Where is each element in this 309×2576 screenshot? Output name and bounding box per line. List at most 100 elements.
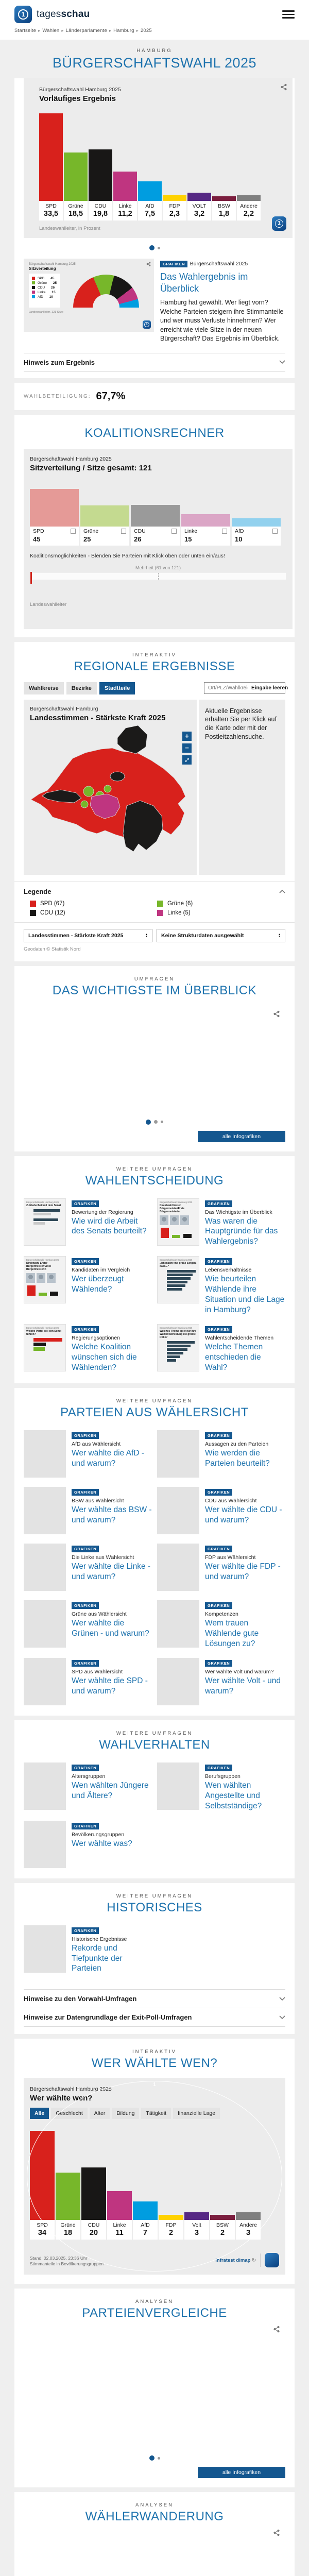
bar-fdp[interactable]: [163, 195, 186, 201]
alle-infografiken-button[interactable]: alle Infografiken: [198, 2467, 285, 2479]
teaser-regierungsoptionen[interactable]: Bürgerschaftswahl Hamburg 2025 Welche Pa…: [24, 1321, 152, 1376]
tab-bezirke[interactable]: Bezirke: [66, 682, 97, 694]
party-checkbox[interactable]: [171, 528, 177, 534]
share-icon[interactable]: [146, 262, 151, 266]
teaser-headline[interactable]: Das Wahlergebnis im Überblick: [160, 272, 248, 294]
bar-afd[interactable]: [138, 181, 162, 201]
teaser-headline[interactable]: Wer wählte die SPD - und warum?: [72, 1676, 148, 1696]
teaser-headline[interactable]: Wer wählte die Grünen - und warum?: [72, 1618, 149, 1638]
legend-item: Linke (5): [157, 909, 279, 916]
teaser-afd[interactable]: GRAFIKEN AfD aus Wählersicht Wer wählte di…: [24, 1427, 152, 1481]
breadcrumb-item[interactable]: Länderparlamente: [65, 28, 107, 33]
teaser-aussagen[interactable]: GRAFIKEN Aussagen zu den Parteien Wie werd…: [157, 1427, 285, 1481]
teaser-headline[interactable]: Wen wählten Jüngere und Ältere?: [72, 1781, 149, 1801]
bar-spd[interactable]: [39, 113, 63, 201]
fullscreen-button[interactable]: ⤢: [182, 755, 192, 765]
teaser-altersgruppen[interactable]: GRAFIKEN Altersgruppen Wen wählten Jüngere…: [24, 1759, 152, 1814]
teaser-headline[interactable]: Wer wählte was?: [72, 1839, 132, 1848]
section-title: REGIONALE ERGEBNISSE: [74, 659, 235, 673]
teaser-linke[interactable]: GRAFIKEN Die Linke aus Wählersicht Wer wäh…: [24, 1540, 152, 1594]
share-icon[interactable]: [273, 1010, 280, 1018]
bar-cdu[interactable]: [131, 504, 180, 527]
teaser-kicker: AfD aus Wählersicht: [72, 1440, 121, 1447]
structure-select[interactable]: Keine Strukturdaten ausgewählt ▲ ▼: [157, 928, 285, 942]
teaser-lebensverhaeltnisse[interactable]: Bürgerschaftswahl Hamburg 2025 „Ich mach…: [157, 1253, 285, 1318]
breadcrumb-item[interactable]: 2025: [140, 28, 152, 33]
teaser-headline[interactable]: Welche Koalition wünschen sich die Wähle…: [72, 1343, 137, 1372]
teaser-volt[interactable]: GRAFIKEN Wer wählte Volt und warum? Wer wä…: [157, 1655, 285, 1708]
grafiken-badge: GRAFIKEN: [205, 1660, 233, 1667]
carousel-dots[interactable]: [14, 1112, 295, 1130]
bar-volt[interactable]: [187, 193, 211, 201]
teaser-spd[interactable]: GRAFIKEN SPD aus Wählersicht Wer wählte di…: [24, 1655, 152, 1708]
share-icon[interactable]: [280, 83, 287, 91]
teaser-headline[interactable]: Wer wählte die CDU - und warum?: [205, 1505, 282, 1524]
brand[interactable]: 1 tagesschau: [14, 6, 90, 23]
party-checkbox[interactable]: [272, 528, 278, 534]
teaser-senat[interactable]: Bürgerschaftswahl Hamburg 2025 Zufrieden…: [24, 1195, 152, 1250]
teaser-headline[interactable]: Wer wählte die AfD - und warum?: [72, 1448, 144, 1468]
teaser-headline[interactable]: Wie werden die Parteien beurteilt?: [205, 1448, 270, 1468]
alle-infografiken-button[interactable]: alle Infografiken: [198, 1130, 285, 1142]
teaser-headline[interactable]: Wer wählte die Linke - und warum?: [72, 1562, 151, 1581]
bar-cdu[interactable]: [89, 149, 112, 201]
teaser-kompetenzen[interactable]: GRAFIKEN Kompetenzen Wem trauen Wählende g…: [157, 1597, 285, 1652]
party-checkbox[interactable]: [222, 528, 227, 534]
bar-spd[interactable]: [30, 488, 79, 527]
bar-gruene[interactable]: [80, 505, 129, 527]
section-result: Bürgerschaftswahl Hamburg 2025 Vorläufig…: [14, 78, 295, 378]
tab-wahlkreise[interactable]: Wahlkreise: [24, 682, 64, 694]
teaser-kandidaten[interactable]: Bürgerschaftswahl Hamburg 2025 Direktwah…: [24, 1253, 152, 1318]
accordion-exit-poll[interactable]: Hinweise zur Datengrundlage der Exit-Pol…: [24, 2008, 285, 2027]
party-checkbox[interactable]: [71, 528, 76, 534]
bar-afd[interactable]: [232, 518, 281, 527]
hamburg-choropleth-map[interactable]: [24, 724, 197, 862]
carousel-dots[interactable]: [14, 2448, 295, 2466]
teaser-historische-ergebnisse[interactable]: GRAFIKEN Historische Ergebnisse Rekorde un…: [24, 1922, 152, 1977]
teaser-headline[interactable]: Wem trauen Wählende gute Lösungen zu?: [205, 1618, 259, 1648]
bar-linke[interactable]: [181, 514, 230, 527]
menu-icon[interactable]: [282, 8, 295, 21]
teaser-headline[interactable]: Wie wird die Arbeit des Senats beurteilt…: [72, 1216, 147, 1236]
teaser-headline[interactable]: Wer überzeugt Wählende?: [72, 1275, 124, 1294]
legend-header[interactable]: Legende: [14, 880, 295, 897]
teaser-berufsgruppen[interactable]: GRAFIKEN Berufsgruppen Wen wählten Angeste…: [157, 1759, 285, 1814]
teaser-headline[interactable]: Was waren die Hauptgründe für das Wahler…: [205, 1216, 278, 1246]
teaser-themen[interactable]: Bürgerschaftswahl Hamburg 2025 Welches T…: [157, 1321, 285, 1376]
zoom-in-button[interactable]: +: [182, 731, 192, 741]
teaser-headline[interactable]: Wie beurteilen Wählende ihre Situation u…: [205, 1275, 285, 1314]
teaser-hauptgruende[interactable]: Bürgerschaftswahl Hamburg 2025 Direktwah…: [157, 1195, 285, 1250]
accordion-hinweis-ergebnis[interactable]: Hinweis zum Ergebnis: [24, 352, 285, 372]
carousel-dots[interactable]: [14, 238, 295, 256]
accordion-vorwahl-umfragen[interactable]: Hinweise zu den Vorwahl-Umfragen: [24, 1989, 285, 2008]
breadcrumb-item[interactable]: Hamburg: [113, 28, 134, 33]
clear-input-button[interactable]: Eingabe leeren: [251, 685, 288, 691]
breadcrumb-item[interactable]: Startseite: [14, 28, 37, 33]
breadcrumb-item[interactable]: Wahlen: [42, 28, 60, 33]
teaser-gruene[interactable]: GRAFIKEN Grüne aus Wählersicht Wer wählte …: [24, 1597, 152, 1652]
teaser-headline[interactable]: Rekorde und Tiefpunkte der Parteien: [72, 1943, 123, 1973]
bar-bsw[interactable]: [212, 196, 236, 201]
bar-linke[interactable]: [113, 172, 137, 201]
teaser-cdu[interactable]: GRAFIKEN CDU aus Wählersicht Wer wählte di…: [157, 1484, 285, 1537]
tab-alle[interactable]: Alle: [30, 2108, 49, 2120]
koalition-column-afd: AfD 10: [232, 518, 281, 546]
overview-teaser[interactable]: Bürgerschaftswahl Hamburg 2025 Sitzverte…: [14, 256, 295, 351]
teaser-fdp[interactable]: GRAFIKEN FDP aus Wählersicht Wer wählte di…: [157, 1540, 285, 1594]
teaser-headline[interactable]: Wer wählte das BSW - und warum?: [72, 1505, 152, 1524]
zoom-out-button[interactable]: −: [182, 743, 192, 753]
teaser-bsw[interactable]: GRAFIKEN BSW aus Wählersicht Wer wählte da…: [24, 1484, 152, 1537]
teaser-headline[interactable]: Wen wählten Angestellte und Selbstständi…: [205, 1781, 262, 1810]
party-checkbox[interactable]: [121, 528, 126, 534]
bar-gruene[interactable]: [64, 152, 88, 201]
share-icon[interactable]: [273, 2326, 280, 2333]
teaser-headline[interactable]: Wer wählte Volt - und warum?: [205, 1676, 281, 1696]
share-icon[interactable]: [273, 2529, 280, 2536]
search-input[interactable]: [208, 685, 248, 691]
bar-andere[interactable]: [237, 195, 261, 201]
teaser-bevoelkerungsgruppen[interactable]: GRAFIKEN Bevölkerungsgruppen Wer wählte wa…: [24, 1818, 152, 1871]
tab-stadtteile[interactable]: Stadtteile: [99, 682, 135, 694]
teaser-headline[interactable]: Welche Themen entschieden die Wahl?: [205, 1343, 263, 1372]
teaser-headline[interactable]: Wer wählte die FDP - und warum?: [205, 1562, 281, 1581]
metric-select[interactable]: Landesstimmen - Stärkste Kraft 2025 ▲ ▼: [24, 928, 152, 942]
